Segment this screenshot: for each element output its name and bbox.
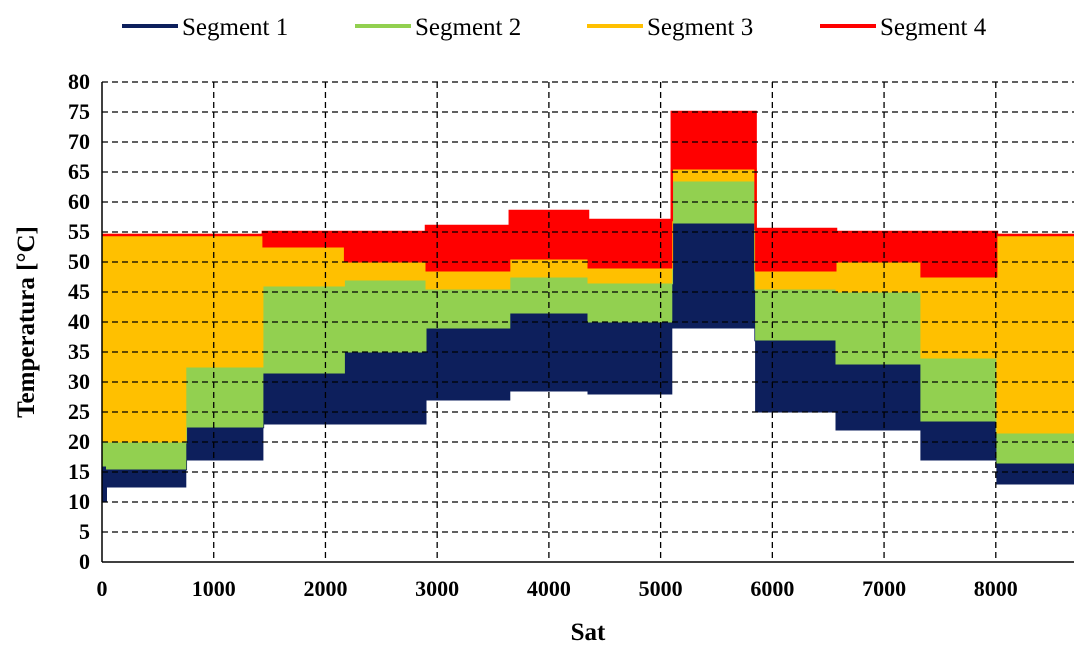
y-tick-label: 80: [68, 69, 90, 94]
x-tick-label: 5000: [639, 576, 683, 601]
x-tick-label: 0: [97, 576, 108, 601]
y-tick-label: 15: [68, 459, 90, 484]
x-tick-label: 4000: [527, 576, 571, 601]
legend: Segment 1 Segment 2 Segment 3 Segment 4: [122, 14, 987, 41]
x-tick-label: 7000: [862, 576, 906, 601]
y-tick-label: 45: [68, 279, 90, 304]
plot-areas: [101, 110, 1074, 503]
legend-label-2: Segment 2: [415, 14, 521, 41]
x-tick-label: 8000: [974, 576, 1018, 601]
y-tick-label: 50: [68, 249, 90, 274]
y-tick-label: 5: [79, 519, 90, 544]
x-axis-title: Sat: [571, 619, 606, 646]
y-tick-label: 40: [68, 309, 90, 334]
grid: [102, 81, 1074, 562]
y-tick-label: 20: [68, 429, 90, 454]
legend-label-4: Segment 4: [880, 14, 987, 41]
y-tick-label: 70: [68, 129, 90, 154]
y-tick-label: 60: [68, 189, 90, 214]
y-tick-label: 75: [68, 99, 90, 124]
y-tick-label: 10: [68, 489, 90, 514]
legend-label-3: Segment 3: [647, 14, 753, 41]
x-tick-label: 2000: [303, 576, 347, 601]
y-tick-label: 25: [68, 399, 90, 424]
y-tick-label: 65: [68, 159, 90, 184]
x-tick-label: 6000: [750, 576, 794, 601]
tick-labels: 0 5 10 15 20 25 30 35 40 45 50 55 60 65 70 75 80 0 1000 200…: [68, 69, 1018, 601]
y-tick-label: 30: [68, 369, 90, 394]
y-axis-title: Temperatura [°C]: [13, 226, 40, 418]
x-tick-label: 1000: [192, 576, 236, 601]
x-tick-label: 3000: [415, 576, 459, 601]
y-tick-label: 55: [68, 219, 90, 244]
legend-label-1: Segment 1: [182, 14, 288, 41]
series-line-4: [102, 110, 1074, 237]
axes: [101, 82, 1074, 563]
y-tick-label: 0: [79, 549, 90, 574]
y-tick-label: 35: [68, 339, 90, 364]
